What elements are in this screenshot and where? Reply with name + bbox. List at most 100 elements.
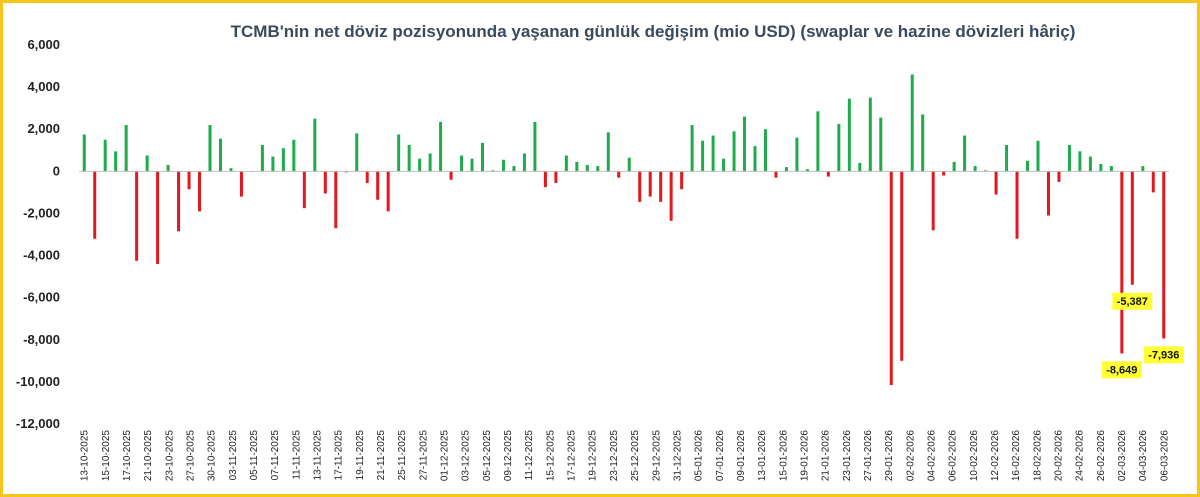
bar	[449, 171, 453, 180]
x-tick-label: 11-11-2025	[291, 430, 302, 480]
x-tick-label: 23-12-2025	[609, 430, 620, 482]
x-tick-label: 19-11-2025	[355, 430, 366, 481]
bar	[166, 165, 170, 172]
x-tick-label: 16-02-2026	[1011, 430, 1022, 482]
bar	[365, 171, 369, 183]
bar	[826, 171, 830, 177]
x-tick-label: 13-10-2025	[80, 430, 91, 482]
x-tick-label: 15-01-2026	[778, 430, 789, 482]
data-label-text: -5,387	[1117, 296, 1148, 308]
annotations: -8,649 -5,387 -7,936	[1101, 292, 1184, 379]
bar	[564, 155, 568, 172]
bar	[952, 161, 956, 172]
bar	[1005, 145, 1009, 172]
x-tick-label: 27-01-2026	[863, 430, 874, 482]
bar	[334, 171, 338, 229]
bar	[732, 131, 736, 172]
bar	[837, 123, 841, 172]
bar	[690, 125, 694, 172]
bar	[177, 171, 181, 232]
bar	[627, 157, 631, 172]
bars	[82, 74, 1166, 386]
bar	[1046, 171, 1050, 216]
bar	[187, 171, 191, 190]
x-tick-label: 17-12-2025	[567, 430, 578, 482]
bar	[428, 153, 432, 172]
x-tick-label: 30-10-2025	[207, 430, 218, 482]
bar	[135, 171, 139, 261]
bar	[669, 171, 673, 221]
bar	[585, 165, 589, 172]
bar	[1162, 171, 1166, 339]
x-tick-label: 25-11-2025	[397, 430, 408, 481]
bar	[82, 134, 86, 172]
bar	[208, 125, 212, 172]
bar	[1067, 145, 1071, 172]
x-tick-label: 31-12-2025	[672, 430, 683, 482]
bar	[1036, 140, 1040, 172]
y-tick-label: -6,000	[23, 290, 60, 305]
bar	[921, 114, 925, 172]
x-tick-label: 03-12-2025	[461, 430, 472, 482]
x-tick-label: 10-02-2026	[969, 430, 980, 482]
bar	[753, 146, 757, 172]
x-tick-label: 26-02-2026	[1096, 430, 1107, 482]
x-tick-label: 15-12-2025	[545, 430, 556, 482]
bar	[816, 111, 820, 172]
bar	[1088, 156, 1092, 172]
bar	[868, 97, 872, 172]
x-tick-label: 07-11-2025	[270, 430, 281, 481]
bar	[973, 166, 977, 172]
bar	[596, 166, 600, 172]
x-tick-label: 29-12-2025	[651, 430, 662, 482]
bar	[407, 145, 411, 172]
bar	[1026, 160, 1030, 172]
y-tick-label: -12,000	[16, 416, 60, 431]
bar	[1015, 171, 1019, 239]
bar	[774, 171, 778, 178]
bar	[156, 171, 160, 264]
x-tick-label: 23-10-2025	[164, 430, 175, 482]
bar	[554, 171, 558, 183]
data-label-text: -7,936	[1148, 349, 1179, 361]
bar	[858, 162, 862, 172]
bar	[418, 158, 422, 172]
x-tick-label: 21-11-2025	[376, 430, 387, 481]
bar	[1120, 171, 1124, 354]
data-label: -8,649	[1101, 361, 1142, 379]
bar	[1109, 166, 1113, 172]
bar	[606, 132, 610, 172]
y-axis: 6,000 4,000 2,000 0 -2,000 -4,000 -6,000 -8,000…	[16, 37, 60, 431]
x-tick-label: 05-12-2025	[482, 430, 493, 482]
x-tick-label: 06-03-2026	[1159, 430, 1170, 482]
y-tick-label: 2,000	[27, 121, 60, 136]
bar	[460, 155, 464, 172]
y-tick-label: 4,000	[27, 79, 60, 94]
bar	[397, 134, 401, 172]
y-tick-label: -8,000	[23, 332, 60, 347]
x-tick-label: 04-02-2026	[926, 430, 937, 482]
bar	[1130, 171, 1134, 285]
bar	[501, 159, 505, 172]
bar	[376, 171, 380, 200]
bar	[701, 140, 705, 172]
bar	[743, 116, 747, 172]
x-tick-label: 23-01-2026	[842, 430, 853, 482]
bar	[470, 158, 474, 172]
x-tick-label: 03-11-2025	[228, 430, 239, 481]
bar	[386, 171, 390, 212]
bar	[638, 171, 642, 202]
bar	[260, 145, 264, 172]
bar	[795, 137, 799, 172]
data-label-highlight	[1112, 292, 1153, 310]
bar	[355, 133, 359, 172]
bar	[879, 117, 883, 172]
bar	[763, 129, 767, 172]
bar	[847, 98, 851, 172]
x-tick-label: 09-01-2026	[736, 430, 747, 482]
bar	[994, 171, 998, 195]
x-tick-label: 21-01-2026	[821, 430, 832, 482]
x-tick-label: 07-01-2026	[715, 430, 726, 482]
x-tick-label: 05-11-2025	[249, 430, 260, 481]
bar	[900, 171, 904, 361]
